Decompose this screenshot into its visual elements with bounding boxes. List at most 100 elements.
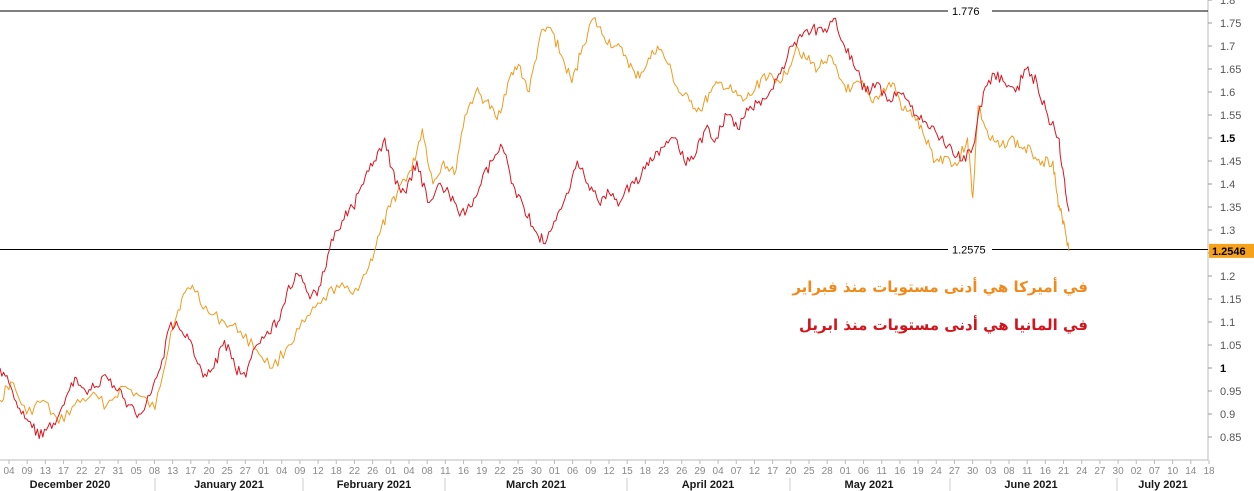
x-tick-label: 01 — [258, 466, 270, 477]
x-tick-label: 17 — [767, 466, 779, 477]
x-tick-label: 11 — [877, 466, 888, 477]
x-tick-label: 11 — [1022, 466, 1033, 477]
x-tick-label: 06 — [858, 466, 870, 477]
month-label: March 2021 — [506, 479, 566, 491]
x-tick-label: 25 — [222, 466, 234, 477]
y-tick-label: 0.9 — [1220, 409, 1235, 421]
x-tick-label: 16 — [1040, 466, 1052, 477]
x-tick-label: 27 — [1094, 466, 1106, 477]
x-tick-label: 22 — [76, 466, 88, 477]
series-line-2 — [0, 17, 1070, 440]
reference-label-bg — [948, 242, 992, 256]
x-tick-label: 14 — [1185, 466, 1197, 477]
y-tick-label: 1.2 — [1220, 271, 1235, 283]
x-tick-label: 27 — [94, 466, 106, 477]
month-label: February 2021 — [337, 479, 412, 491]
x-tick-label: 09 — [22, 466, 34, 477]
x-tick-label: 09 — [294, 466, 306, 477]
x-tick-label: 26 — [676, 466, 688, 477]
y-tick-label: 1.65 — [1220, 64, 1241, 76]
x-tick-label: 01 — [840, 466, 852, 477]
y-tick-label: 1.35 — [1220, 202, 1241, 214]
x-tick-label: 06 — [567, 466, 579, 477]
y-tick-label: 1.7 — [1220, 41, 1235, 53]
y-tick-label: 1.45 — [1220, 156, 1241, 168]
x-tick-label: 18 — [1203, 466, 1215, 477]
x-tick-label: 04 — [403, 466, 415, 477]
x-tick-label: 10 — [1167, 466, 1179, 477]
x-tick-label: 17 — [185, 466, 197, 477]
x-tick-label: 28 — [822, 466, 834, 477]
series-line-1 — [0, 17, 1070, 424]
x-tick-label: 30 — [531, 466, 543, 477]
x-tick-label: 30 — [967, 466, 979, 477]
x-tick-label: 04 — [3, 466, 15, 477]
y-tick-label: 1.75 — [1220, 18, 1241, 30]
annotation-germany: في المانيا هي أدنى مستويات منذ ابريل — [798, 316, 1088, 334]
x-tick-label: 01 — [385, 466, 397, 477]
y-tick-label: 1.5 — [1220, 133, 1235, 145]
y-axis: 0.850.90.9511.051.11.151.21.251.31.351.4… — [1208, 0, 1254, 444]
x-tick-label: 29 — [694, 466, 706, 477]
x-tick-label: 07 — [1149, 466, 1161, 477]
x-tick-label: 20 — [785, 466, 797, 477]
y-tick-label: 1.1 — [1220, 317, 1235, 329]
x-tick-label: 25 — [803, 466, 815, 477]
x-tick-label: 04 — [713, 466, 725, 477]
x-tick-label: 02 — [1131, 466, 1143, 477]
month-label: January 2021 — [194, 479, 264, 491]
series-layer — [0, 17, 1070, 440]
annotation-us: في أميركا هي أدنى مستويات منذ فبراير — [792, 278, 1088, 296]
reference-lines: 1.776 1.2575 — [0, 4, 1208, 257]
x-tick-label: 04 — [276, 466, 288, 477]
month-label: April 2021 — [682, 479, 735, 491]
x-tick-label: 16 — [894, 466, 906, 477]
x-tick-label: 03 — [985, 466, 997, 477]
x-tick-label: 09 — [585, 466, 597, 477]
y-tick-label: 1.05 — [1220, 340, 1241, 352]
y-tick-label: 1.4 — [1220, 179, 1235, 191]
x-tick-label: 01 — [549, 466, 561, 477]
x-tick-label: 18 — [331, 466, 343, 477]
last-value-badge — [1209, 243, 1254, 258]
x-tick-label: 08 — [422, 466, 434, 477]
x-tick-label: 24 — [1076, 466, 1088, 477]
y-tick-label: 1.55 — [1220, 110, 1241, 122]
y-tick-label: 1 — [1220, 363, 1226, 375]
x-tick-label: 27 — [949, 466, 961, 477]
y-tick-label: 1.8 — [1220, 0, 1235, 7]
x-tick-label: 30 — [1113, 466, 1125, 477]
x-tick-label: 21 — [1058, 466, 1070, 477]
x-tick-label: 18 — [640, 466, 652, 477]
y-tick-label: 1.15 — [1220, 294, 1241, 306]
x-tick-label: 25 — [513, 466, 525, 477]
x-tick-label: 11 — [440, 466, 451, 477]
x-tick-label: 22 — [349, 466, 361, 477]
x-axis: 04 09 13 17 22 27 31 05 08 13 17 20 25 27 01 04 09 12 18 22… — [3, 460, 1215, 491]
month-label: June 2021 — [1004, 479, 1057, 491]
x-tick-label: 07 — [731, 466, 743, 477]
x-tick-label: 08 — [1003, 466, 1015, 477]
month-label: May 2021 — [845, 479, 894, 491]
x-tick-label: 24 — [931, 466, 943, 477]
y-tick-label: 0.95 — [1220, 386, 1241, 398]
x-tick-label: 17 — [58, 466, 70, 477]
x-tick-label: 20 — [203, 466, 215, 477]
reference-line-label: 1.776 — [952, 6, 980, 18]
y-tick-label: 1.6 — [1220, 87, 1235, 99]
x-tick-label: 12 — [749, 466, 761, 477]
x-tick-label: 19 — [913, 466, 925, 477]
x-tick-label: 08 — [149, 466, 161, 477]
month-label: July 2021 — [1138, 479, 1188, 491]
x-tick-label: 13 — [40, 466, 52, 477]
x-tick-label: 23 — [658, 466, 670, 477]
x-tick-label: 27 — [240, 466, 252, 477]
x-tick-label: 05 — [131, 466, 143, 477]
y-tick-label: 0.85 — [1220, 432, 1241, 444]
month-label: December 2020 — [30, 479, 111, 491]
x-tick-label: 12 — [313, 466, 325, 477]
y-tick-label: 1.3 — [1220, 225, 1235, 237]
x-tick-label: 19 — [476, 466, 488, 477]
last-value-label: 1.2546 — [1212, 246, 1246, 258]
x-tick-label: 12 — [603, 466, 615, 477]
